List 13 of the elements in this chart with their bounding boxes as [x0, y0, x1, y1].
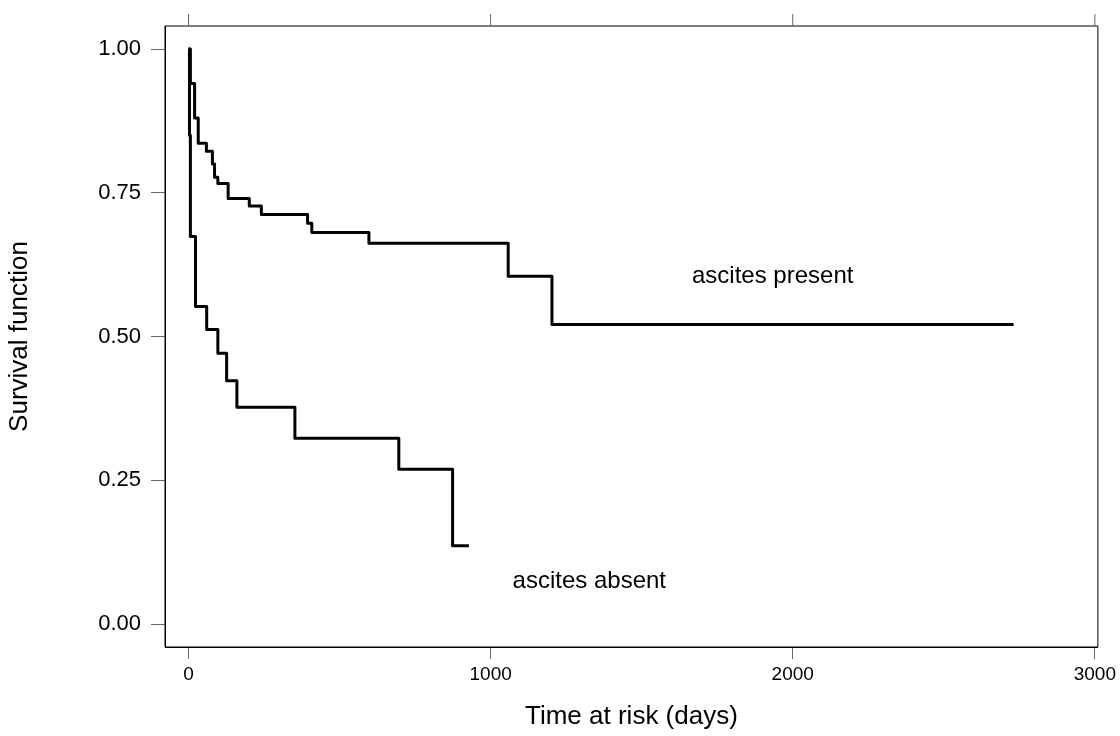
y-tick-label: 0.25 — [98, 466, 141, 492]
y-tick-label: 0.50 — [98, 322, 141, 348]
series-label: ascites present — [691, 261, 854, 289]
x-tick-label: 2000 — [771, 662, 814, 684]
y-tick-label: 1.00 — [98, 35, 141, 61]
x-tick-label: 1000 — [469, 662, 512, 684]
y-tick-label: 0.00 — [98, 610, 141, 636]
y-tick-label: 0.75 — [98, 178, 141, 204]
y-axis-title: Survival function — [2, 241, 33, 432]
x-tick-label: 0 — [183, 662, 194, 684]
x-tick-label: 3000 — [1073, 662, 1116, 684]
x-axis-title: Time at risk (days) — [525, 699, 738, 730]
text: ascites absent — [512, 566, 667, 594]
